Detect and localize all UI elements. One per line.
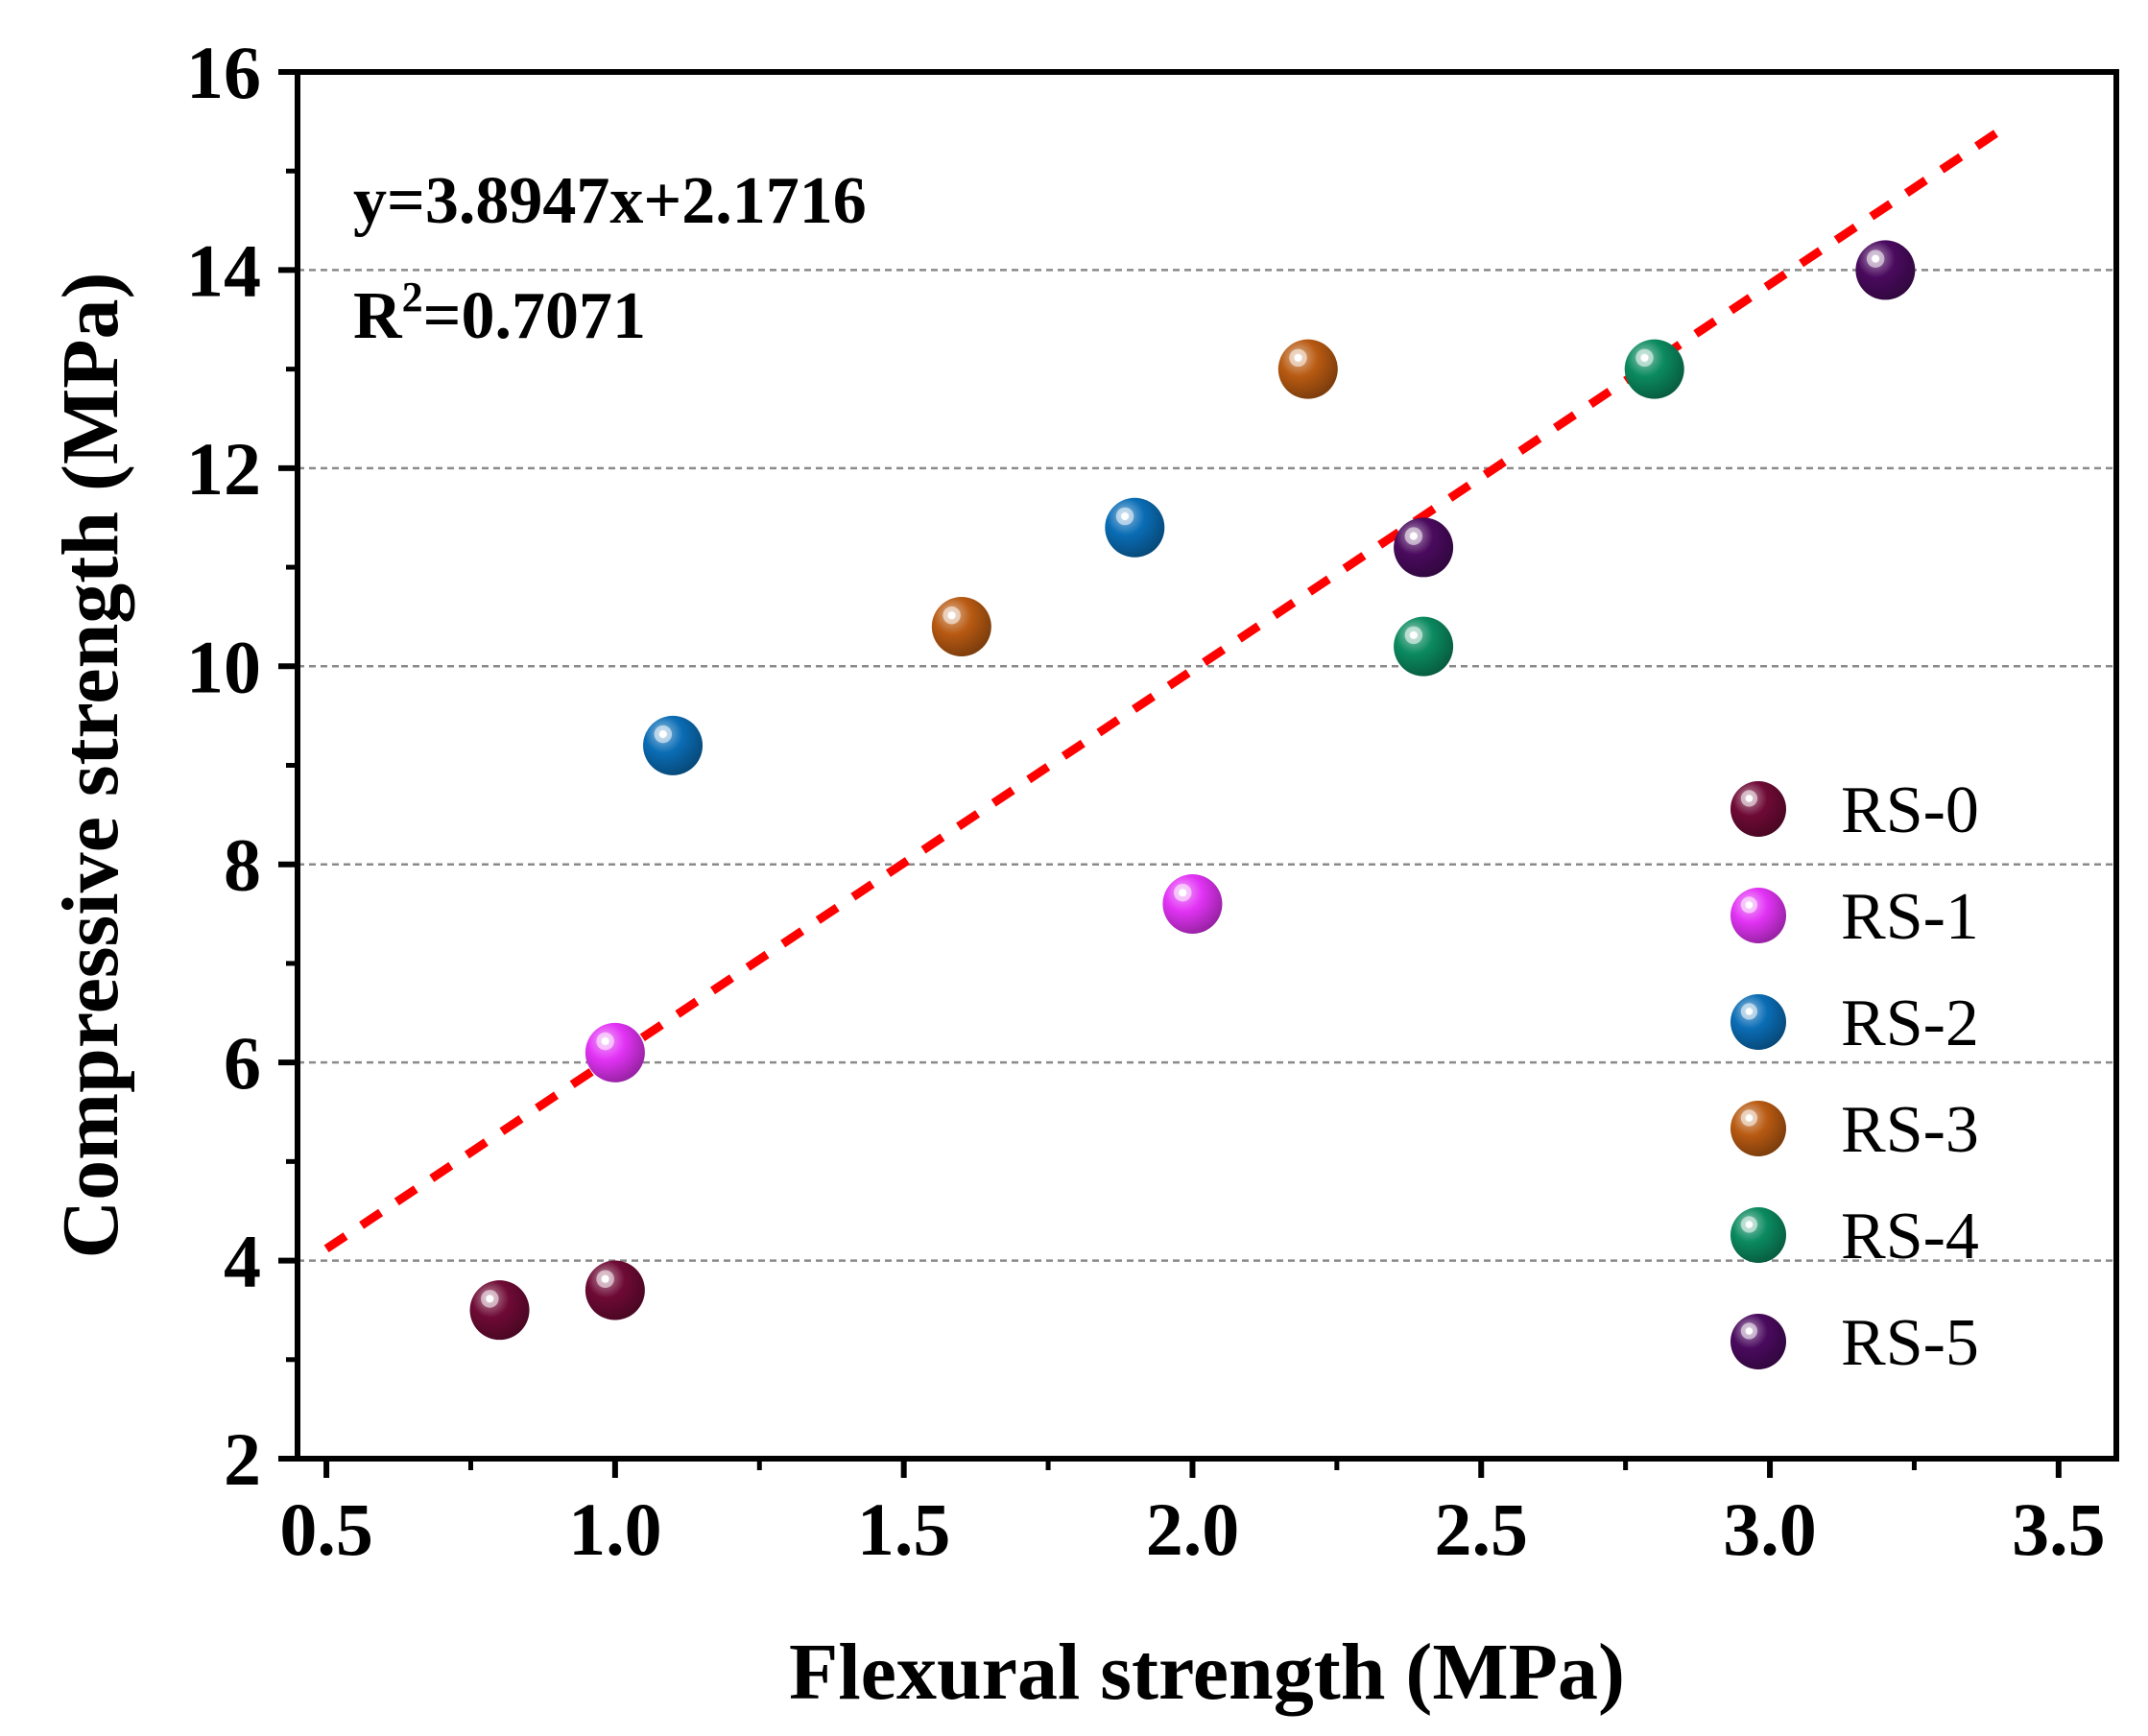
data-point-rs-2: [1105, 497, 1165, 558]
r2-prefix: R: [353, 279, 403, 353]
data-point-rs-2: [643, 715, 704, 775]
y-tick-label: 2: [224, 1417, 261, 1501]
tick-labels: 0.5 1.0 1.5 2.0 2.5 3.0 3.5 2 4 6 8 10 12 14 16: [186, 31, 2106, 1571]
data-point-rs-5: [1394, 517, 1454, 578]
x-tick-label: 0.5: [279, 1487, 373, 1571]
legend-label-rs-5: RS-5: [1841, 1306, 1979, 1380]
data-points: [469, 240, 1916, 1341]
y-tick-label: 4: [224, 1220, 261, 1303]
legend-marker-rs-3: [1730, 1101, 1786, 1156]
legend-label-rs-3: RS-3: [1841, 1093, 1979, 1167]
y-tick-label: 16: [186, 31, 261, 114]
y-tick-label: 10: [186, 625, 261, 708]
r2-superscript: 2: [402, 273, 423, 321]
data-point-rs-5: [1855, 240, 1916, 300]
legend-label-rs-2: RS-2: [1841, 987, 1979, 1060]
r2-value: =0.7071: [423, 279, 646, 353]
x-axis-title: Flexural strength (MPa): [789, 1628, 1625, 1717]
legend-label-rs-0: RS-0: [1841, 773, 1979, 847]
data-point-rs-1: [585, 1022, 645, 1082]
data-point-rs-0: [469, 1280, 530, 1341]
y-tick-label: 8: [224, 823, 261, 907]
y-tick-label: 6: [224, 1021, 261, 1105]
legend-label-rs-1: RS-1: [1841, 880, 1979, 954]
y-tick-label: 12: [186, 427, 261, 511]
legend-marker-rs-4: [1730, 1207, 1786, 1263]
x-tick-label: 3.0: [1723, 1487, 1817, 1571]
y-tick-label: 14: [186, 228, 261, 312]
axis-ticks: [278, 69, 2062, 1478]
x-tick-label: 3.5: [2012, 1487, 2106, 1571]
data-point-rs-3: [1277, 339, 1338, 399]
x-tick-label: 1.5: [857, 1487, 951, 1571]
fit-equation: y=3.8947x+2.1716: [353, 164, 867, 238]
data-point-rs-1: [1162, 874, 1223, 934]
legend: RS-0 RS-1 RS-2 RS-3 RS-4 RS-5: [1730, 773, 1979, 1380]
data-point-rs-3: [931, 597, 991, 656]
x-tick-label: 2.0: [1146, 1487, 1240, 1571]
data-point-rs-4: [1624, 339, 1684, 399]
legend-marker-rs-1: [1730, 888, 1786, 943]
y-axis-title: Compressive strength (MPa): [46, 272, 135, 1258]
legend-marker-rs-5: [1730, 1314, 1786, 1369]
legend-label-rs-4: RS-4: [1841, 1200, 1979, 1273]
x-tick-label: 2.5: [1435, 1487, 1529, 1571]
data-point-rs-0: [585, 1260, 645, 1320]
legend-marker-rs-0: [1730, 781, 1786, 837]
legend-marker-rs-2: [1730, 994, 1786, 1050]
x-tick-label: 1.0: [568, 1487, 662, 1571]
data-point-rs-4: [1394, 616, 1454, 677]
r-squared-label: R2=0.7071: [353, 273, 646, 353]
